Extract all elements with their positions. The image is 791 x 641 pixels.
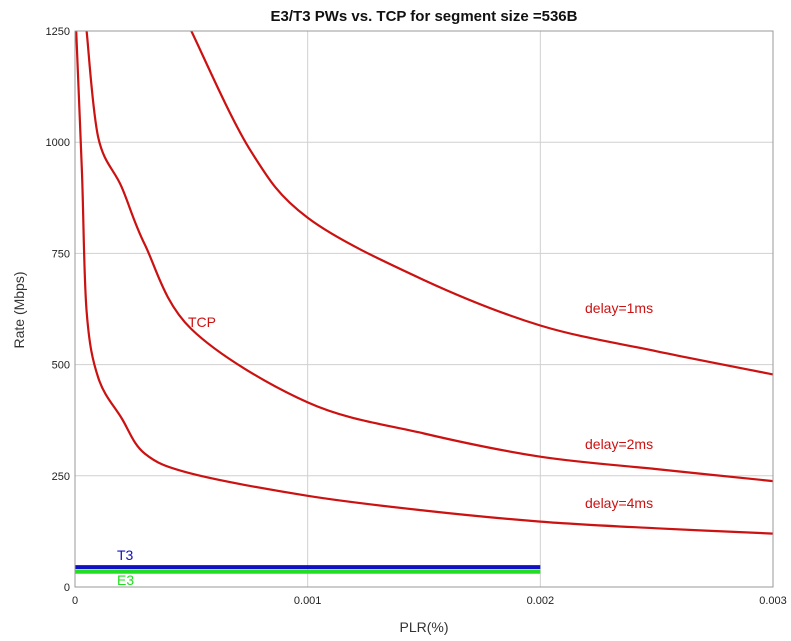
plot-frame bbox=[74, 30, 774, 588]
y-tick-label: 500 bbox=[52, 360, 70, 372]
annotation-e3: E3 bbox=[117, 572, 134, 588]
y-tick-label: 0 bbox=[64, 582, 70, 594]
tick-labels: 0 0.001 0.002 0.003 0 250 500 750 1000 1250 bbox=[46, 26, 787, 607]
x-tick-label: 0.003 bbox=[759, 595, 787, 607]
x-tick-label: 0.002 bbox=[527, 595, 555, 607]
grid bbox=[74, 30, 774, 588]
annotations: TCP delay=1ms delay=2ms delay=4ms T3 E3 bbox=[117, 300, 653, 588]
annotation-tcp: TCP bbox=[188, 314, 216, 330]
chart-title: E3/T3 PWs vs. TCP for segment size =536B bbox=[271, 8, 578, 25]
x-tick-label: 0 bbox=[72, 595, 78, 607]
annotation-t3: T3 bbox=[117, 547, 134, 563]
y-axis-label: Rate (Mbps) bbox=[11, 271, 27, 348]
y-tick-label: 1250 bbox=[46, 26, 70, 38]
x-tick-label: 0.001 bbox=[294, 595, 322, 607]
annotation-delay-1ms: delay=1ms bbox=[585, 300, 653, 316]
y-tick-label: 750 bbox=[52, 248, 70, 260]
series-line-delay-2ms bbox=[85, 30, 774, 483]
y-tick-label: 250 bbox=[52, 471, 70, 483]
series-line-delay-4ms bbox=[75, 30, 774, 535]
series-line-delay-1ms bbox=[190, 30, 774, 376]
series-lines bbox=[74, 30, 774, 574]
annotation-delay-2ms: delay=2ms bbox=[585, 436, 653, 452]
annotation-delay-4ms: delay=4ms bbox=[585, 495, 653, 511]
x-axis-label: PLR(%) bbox=[399, 619, 448, 635]
y-tick-label: 1000 bbox=[46, 137, 70, 149]
